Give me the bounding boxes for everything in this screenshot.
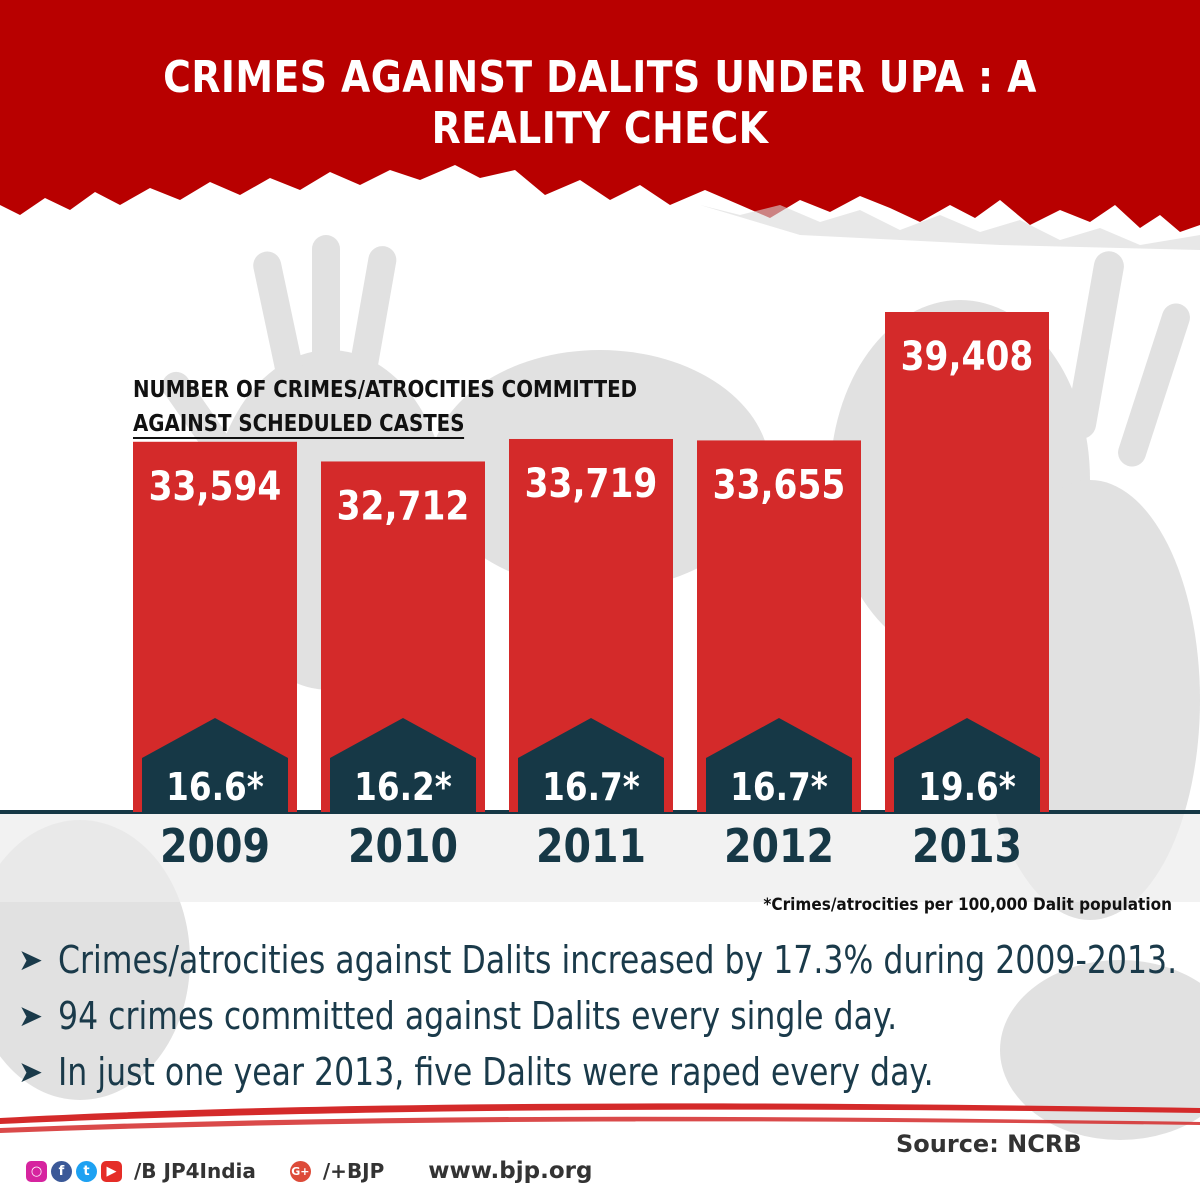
bar-value-label: 33,594 [149,462,282,509]
bullet-text: 94 crimes committed against Dalits every… [58,994,898,1038]
arrow-bullet-icon: ➤ [18,1054,44,1090]
chart-subtitle: NUMBER OF CRIMES/ATROCITIES COMMITTED AG… [133,373,637,441]
gplus-handle[interactable]: /+BJP [322,1159,385,1183]
website-link[interactable]: www.bjp.org [428,1158,593,1184]
google-plus-icon[interactable]: G+ [289,1160,311,1182]
rate-label: 16.2* [354,766,452,810]
year-tick-label: 2009 [160,820,270,874]
chart-subtitle-line2: AGAINST SCHEDULED CASTES [133,411,465,439]
rate-badge [706,718,852,812]
source-label: Source: NCRB [896,1130,1082,1158]
rate-badge [330,718,476,812]
rate-label: 16.7* [542,766,640,810]
youtube-icon[interactable]: ▶ [101,1160,122,1182]
bar-value-label: 33,655 [713,461,846,508]
year-tick-label: 2010 [348,820,458,874]
social-handle[interactable]: /B JP4India [134,1159,256,1183]
facebook-icon[interactable]: f [51,1160,72,1182]
chart-subtitle-line1: NUMBER OF CRIMES/ATROCITIES COMMITTED [133,377,638,403]
instagram-icon[interactable]: ○ [26,1160,47,1182]
bar-value-label: 39,408 [901,332,1034,379]
arrow-bullet-icon: ➤ [18,942,44,978]
bullet-item: ➤ Crimes/atrocities against Dalits incre… [18,932,1200,988]
year-tick-label: 2012 [724,820,834,874]
bullet-text: Crimes/atrocities against Dalits increas… [58,938,1178,982]
page-title: CRIMES AGAINST DALITS UNDER UPA : A REAL… [163,52,1037,154]
rate-badge [142,718,288,812]
year-tick-label: 2011 [536,820,646,874]
bullet-item: ➤ In just one year 2013, five Dalits wer… [18,1044,1200,1100]
year-tick-label: 2013 [912,820,1022,874]
rate-label: 16.6* [166,766,264,810]
rate-badge [518,718,664,812]
bullet-list: ➤ Crimes/atrocities against Dalits incre… [18,932,1200,1100]
bullet-item: ➤ 94 crimes committed against Dalits eve… [18,988,1200,1044]
arrow-bullet-icon: ➤ [18,998,44,1034]
bar-value-label: 33,719 [525,459,658,506]
rate-label: 16.7* [730,766,828,810]
rate-badge [894,718,1040,812]
bullet-text: In just one year 2013, five Dalits were … [58,1050,934,1094]
rate-label: 19.6* [918,766,1016,810]
bar-value-label: 32,712 [337,482,470,529]
chart-footnote: *Crimes/atrocities per 100,000 Dalit pop… [763,895,1172,915]
twitter-icon[interactable]: t [76,1160,97,1182]
footer-social: ○ f t ▶ /B JP4India G+ /+BJP www.bjp.org [26,1158,592,1184]
